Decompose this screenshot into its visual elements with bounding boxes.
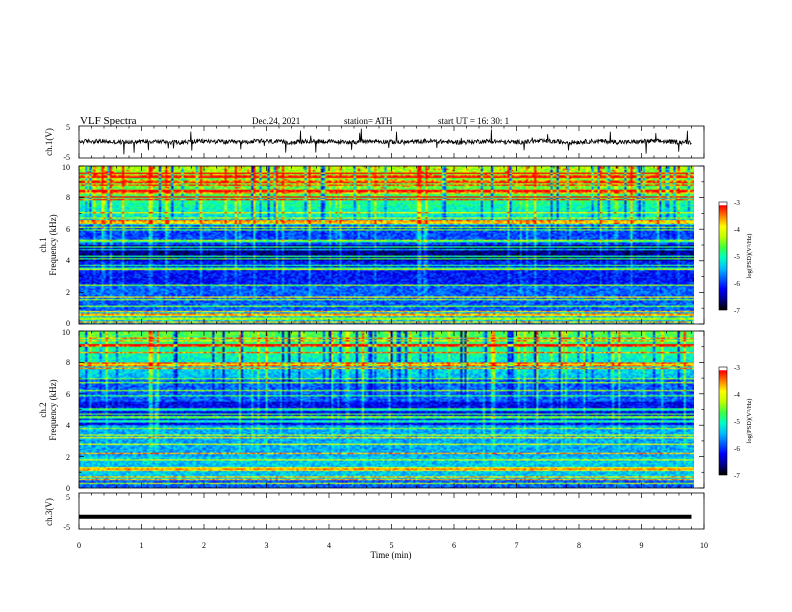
ch1-spec-ylabel-freq: Frequency (kHz) xyxy=(48,214,58,275)
ch2-colorbar-label: log(PSD)(V²/Hz) xyxy=(746,399,753,444)
ch2-colorbar-tick-m5: -5 xyxy=(734,418,740,426)
ch2-ytick-2: 2 xyxy=(66,453,70,462)
ch1-waveform-panel: 5 -5 ch.1(V) xyxy=(44,123,705,162)
ch2-ytick-0: 0 xyxy=(66,484,70,493)
ch1-ylabel: ch.1(V) xyxy=(44,128,54,156)
ch2-spectrogram-panel: 0 2 4 6 8 10 ch.2 Frequency (kHz) xyxy=(38,328,705,493)
station-label: station= ATH xyxy=(344,116,393,126)
ch2-colorbar-frame xyxy=(718,366,728,476)
ch2-ytick-6: 6 xyxy=(66,390,70,399)
ch1-spectrogram-panel: 0 2 4 6 8 10 ch.1 Frequency (kHz) xyxy=(38,163,705,328)
date-label: Dec.24, 2021 xyxy=(252,116,300,126)
ch1-ytick-4: 4 xyxy=(66,256,70,265)
ch1-ytick-0: 0 xyxy=(66,319,70,328)
ch1-ytick-top: 5 xyxy=(66,123,70,132)
ch1-colorbar-frame xyxy=(718,201,728,311)
ch2-ytick-10: 10 xyxy=(62,328,70,337)
ch1-ytick-10: 10 xyxy=(62,163,70,172)
ch3-waveform-frame xyxy=(78,492,705,530)
x-tick-label: 5 xyxy=(390,541,394,550)
ch1-ytick-bottom: -5 xyxy=(63,153,70,162)
ch2-colorbar-gradient xyxy=(719,367,727,475)
x-tick-label: 8 xyxy=(577,541,581,550)
x-tick-label: 6 xyxy=(452,541,456,550)
ch3-waveform-panel: 5 -5 ch.3(V) xyxy=(44,492,705,532)
ch1-ytick-6: 6 xyxy=(66,225,70,234)
x-tick-label: 3 xyxy=(265,541,269,550)
ch1-colorbar-tick-m4: -4 xyxy=(734,226,740,234)
ch3-ytick-top: 5 xyxy=(66,493,70,502)
ch1-waveform-trace xyxy=(78,128,692,155)
ch2-spec-ylabel-channel: ch.2 xyxy=(38,402,48,417)
ch1-ytick-2: 2 xyxy=(66,288,70,297)
start-ut-label: start UT = 16: 30: 1 xyxy=(438,116,509,126)
ch2-ytick-4: 4 xyxy=(66,421,70,430)
figure-title: VLF Spectra xyxy=(80,115,137,127)
x-tick-label: 4 xyxy=(327,541,331,550)
x-tick-label: 0 xyxy=(77,541,81,550)
ch1-colorbar-tick-m5: -5 xyxy=(734,253,740,261)
ch2-colorbar: -3 -4 -5 -6 -7 log(PSD)(V²/Hz) xyxy=(718,364,753,480)
ch3-ytick-bottom: -5 xyxy=(63,523,70,532)
ch3-ylabel: ch.3(V) xyxy=(44,498,54,526)
ch2-colorbar-tick-m4: -4 xyxy=(734,391,740,399)
ch1-colorbar-tick-m7: -7 xyxy=(734,307,740,315)
x-tick-label: 7 xyxy=(515,541,519,550)
ch2-spec-ylabel-freq: Frequency (kHz) xyxy=(48,379,58,440)
x-tick-label: 2 xyxy=(202,541,206,550)
x-tick-label: 10 xyxy=(700,541,708,550)
ch2-colorbar-tick-m7: -7 xyxy=(734,472,740,480)
tick-marks xyxy=(78,126,705,529)
ch1-ytick-8: 8 xyxy=(66,193,70,202)
x-tick-label: 9 xyxy=(640,541,644,550)
ch2-ytick-8: 8 xyxy=(66,358,70,367)
ch1-colorbar-tick-m3: -3 xyxy=(734,199,740,207)
ch1-colorbar: -3 -4 -5 -6 -7 log(PSD)(V²/Hz) xyxy=(718,199,753,315)
x-tick-label: 1 xyxy=(140,541,144,550)
ch2-colorbar-tick-m6: -6 xyxy=(734,445,740,453)
ch1-spec-ylabel-channel: ch.1 xyxy=(38,237,48,252)
x-axis-tick-labels: 0 1 2 3 4 5 6 7 8 9 10 xyxy=(77,541,708,550)
x-axis-label: Time (min) xyxy=(371,550,412,560)
ch1-spectrogram-image xyxy=(79,166,694,324)
ch2-spectrogram-image xyxy=(79,331,694,488)
ch2-colorbar-tick-m3: -3 xyxy=(734,364,740,372)
ch1-colorbar-gradient xyxy=(719,202,727,310)
ch1-colorbar-tick-m6: -6 xyxy=(734,280,740,288)
ch1-colorbar-label: log(PSD)(V²/Hz) xyxy=(746,234,753,279)
